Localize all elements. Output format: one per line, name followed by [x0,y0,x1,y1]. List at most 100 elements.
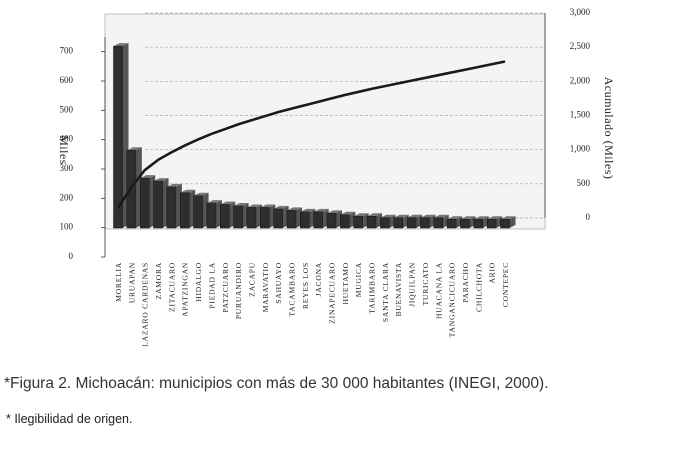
bar-top [140,175,156,179]
x-tick-label: CONTEPEC [501,262,510,307]
bar-top [433,214,449,218]
bar-top [313,208,329,212]
x-tick-label: PARACHO [461,262,470,303]
bar-top [246,204,262,208]
x-tick-label: TANGANCICUARO [448,262,457,337]
bar-top [407,214,423,218]
bar-side [509,216,516,228]
x-tick-label: URUAPAN [127,262,136,303]
x-tick-label: ZACAPU [247,262,256,297]
x-tick-label: APATZINGAN [181,262,190,317]
x-tick-label: HIDALGO [194,262,203,302]
bar [166,186,177,229]
x-tick-label: ZAMORA [154,262,163,299]
bar [446,218,457,229]
y-tick-label: 500 [60,104,74,114]
bar-top [260,204,276,208]
x-tick-label: CHILCHOTA [474,262,483,312]
bar-top [487,216,503,220]
bar-top [273,205,289,209]
bar [486,218,497,229]
bar [300,211,310,229]
bar [113,45,123,229]
bar [500,218,510,229]
cumulative-line [116,60,506,209]
bar [473,218,484,229]
x-tick-label: PIEDAD LA [207,262,216,309]
bar-top [180,189,196,193]
x-tick-label: PURUANDIRO [234,262,243,319]
y-tick-label: 100 [60,222,74,232]
bar [286,210,297,229]
bar-top [220,201,236,205]
bar-top [113,43,129,47]
y2-tick-label: 500 [577,178,591,188]
note: * Ilegibilidad de origen. [6,412,132,426]
bar [233,205,243,229]
bar-top [126,147,142,151]
y2-tick-label: 1,000 [570,144,591,154]
y-tick-label: 200 [60,192,74,202]
x-tick-label: REYES LOS [301,262,310,309]
x-tick-label: MARAVATIO [261,262,270,312]
bar [313,211,323,229]
bar [179,192,190,229]
x-tick-label: HUETAMO [341,262,350,305]
bar [206,202,217,229]
bar [260,207,270,229]
bar-top [447,216,463,220]
y-tick-label: 700 [60,46,74,56]
y2-tick-label: 1,500 [570,110,591,120]
x-tick-label: HUACANA LA [434,262,443,319]
y-axis-title: Miles [57,135,71,165]
bar [193,195,203,229]
x-tick-label: MUGICA [354,262,363,297]
bar [406,217,417,229]
bar-top [327,210,343,214]
x-tick-label: SAHUAYO [274,262,283,304]
bar [366,216,377,229]
bar [380,217,390,229]
bar-top [233,203,249,206]
bar [220,204,230,229]
bar-top [193,192,209,196]
bar-top [286,207,302,211]
bar-top [500,216,516,220]
x-tick-label: PATZCUARO [221,262,230,313]
bar-top [473,216,489,220]
bar-top [340,211,356,215]
x-tick-label: BUENAVISTA [394,262,403,316]
x-tick-label: ZINAPECUARO [328,262,337,324]
bar-top [353,213,369,217]
bar [246,207,257,229]
x-tick-label: TACAMBARO [287,262,296,317]
bar [353,216,363,229]
caption: *Figura 2. Michoacán: municipios con más… [4,375,549,392]
bar [340,214,350,229]
y-tick-label: 400 [60,134,74,144]
y2-axis-title: Acumulado (Miles) [602,77,616,180]
x-tick-label: JACONA [314,262,323,296]
y-tick-label: 600 [60,75,74,85]
x-tick-label: SANTA CLARA [381,262,390,322]
bar [273,208,283,229]
x-tick-label: MORELIA [114,262,123,302]
y-tick-label: 300 [60,163,74,173]
bar-top [420,214,436,218]
bar-top [206,200,222,204]
bar-top [166,183,182,187]
bar-top [153,178,169,182]
bar [420,217,430,229]
bar-top [460,216,476,220]
bar [393,217,403,229]
x-tick-label: TARIMBARO [368,262,377,314]
x-tick-label: LAZARO CARDENAS [141,262,150,347]
bar-top [393,214,409,218]
y2-tick-label: 2,000 [570,75,591,85]
bar-top [367,213,383,217]
x-tick-label: ARIO [488,262,497,284]
y2-tick-label: 3,000 [570,7,591,17]
bar [326,213,337,229]
